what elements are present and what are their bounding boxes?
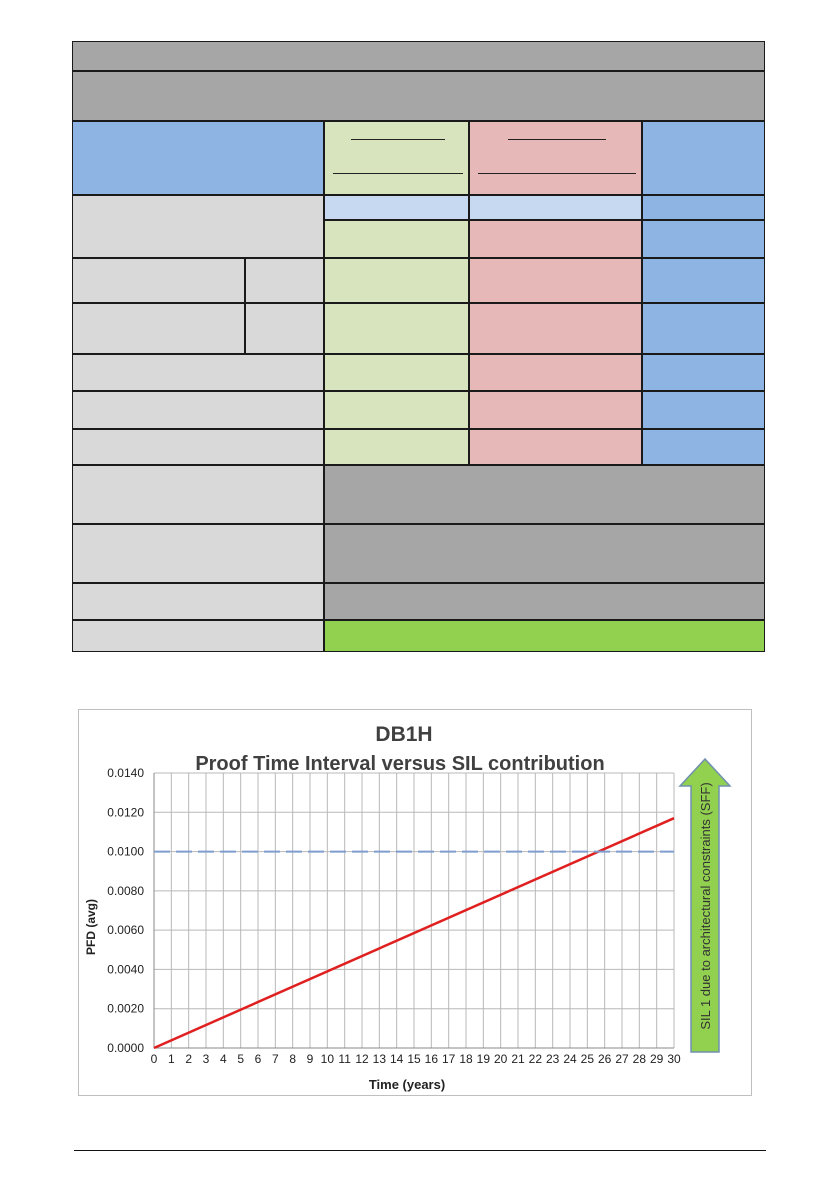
page-footer-rule (74, 1150, 766, 1151)
row-label (72, 258, 245, 303)
column-header-blue (642, 121, 765, 195)
x-tick-label: 23 (546, 1052, 560, 1066)
chart-title: DB1H (375, 723, 432, 746)
sil-annotation: SIL 1 due to architectural constraints (… (698, 782, 713, 1029)
y-tick-label: 0.0000 (107, 1041, 144, 1055)
x-tick-label: 3 (203, 1052, 210, 1066)
row-unit (245, 258, 324, 303)
x-tick-label: 24 (563, 1052, 577, 1066)
table-header-row-2 (72, 71, 765, 121)
table-cell (324, 429, 469, 465)
x-tick-label: 0 (151, 1052, 158, 1066)
column-header-label (72, 121, 324, 195)
x-tick-label: 6 (255, 1052, 262, 1066)
table-cell (642, 391, 765, 429)
x-tick-label: 27 (615, 1052, 629, 1066)
y-tick-label: 0.0060 (107, 923, 144, 937)
y-tick-label: 0.0120 (107, 805, 144, 819)
row-label (72, 195, 324, 258)
x-tick-label: 22 (529, 1052, 543, 1066)
up-arrow-icon (678, 757, 732, 1053)
header-underline (333, 173, 463, 174)
table-cell (324, 195, 469, 220)
x-tick-label: 14 (390, 1052, 404, 1066)
y-tick-label: 0.0100 (107, 845, 144, 859)
x-tick-label: 12 (355, 1052, 369, 1066)
x-tick-label: 18 (459, 1052, 473, 1066)
table-cell (324, 354, 469, 391)
x-tick-label: 15 (407, 1052, 421, 1066)
x-tick-label: 7 (272, 1052, 279, 1066)
x-tick-label: 17 (442, 1052, 456, 1066)
table-cell (469, 354, 642, 391)
row-label (72, 429, 324, 465)
x-tick-label: 29 (650, 1052, 664, 1066)
row-label (72, 620, 324, 652)
x-tick-label: 2 (185, 1052, 192, 1066)
x-tick-label: 13 (373, 1052, 387, 1066)
chart-svg: 0 1 2 3 4 5 6 7 8 9 10 11 12 13 14 15 16 17 18 19 20 21 22 23 24… (84, 723, 732, 1092)
row-unit (245, 303, 324, 354)
table-cell (469, 303, 642, 354)
x-tick-label: 26 (598, 1052, 612, 1066)
row-label (72, 583, 324, 620)
x-tick-label: 9 (307, 1052, 314, 1066)
table-cell (324, 391, 469, 429)
chart-subtitle: Proof Time Interval versus SIL contribut… (195, 753, 604, 775)
row-label (72, 524, 324, 583)
x-tick-label: 25 (581, 1052, 595, 1066)
x-axis-label: Time (years) (369, 1077, 445, 1092)
table-cell (642, 195, 765, 220)
row-label (72, 303, 245, 354)
table-cell (642, 354, 765, 391)
header-underline (351, 139, 445, 140)
table-cell (642, 303, 765, 354)
table-cell (469, 220, 642, 258)
x-tick-label: 20 (494, 1052, 508, 1066)
table-cell-merged (324, 524, 765, 583)
column-header-green (324, 121, 469, 195)
x-tick-label: 16 (425, 1052, 439, 1066)
chart-panel: 0 1 2 3 4 5 6 7 8 9 10 11 12 13 14 15 16 17 18 19 20 21 22 23 24… (78, 709, 752, 1096)
x-tick-label: 10 (321, 1052, 335, 1066)
header-underline (508, 139, 606, 140)
row-label (72, 465, 324, 524)
x-tick-label: 5 (237, 1052, 244, 1066)
row-label (72, 354, 324, 391)
series-line-pfd (153, 817, 675, 1050)
y-axis-label: PFD (avg) (84, 899, 98, 955)
y-tick-label: 0.0080 (107, 884, 144, 898)
table-cell (324, 258, 469, 303)
table-cell (469, 391, 642, 429)
table-cell-merged (324, 465, 765, 524)
x-tick-label: 30 (667, 1052, 681, 1066)
x-tick-label: 28 (633, 1052, 647, 1066)
x-tick-label: 19 (477, 1052, 491, 1066)
table-cell (324, 303, 469, 354)
row-label (72, 391, 324, 429)
x-tick-label: 1 (168, 1052, 175, 1066)
table-header-row-1 (72, 41, 765, 71)
header-underline (478, 173, 636, 174)
y-tick-label: 0.0020 (107, 1002, 144, 1016)
x-tick-label: 8 (289, 1052, 296, 1066)
y-tick-label: 0.0040 (107, 962, 144, 976)
table-cell (469, 429, 642, 465)
y-tick-label: 0.0140 (107, 766, 144, 780)
x-tick-label: 4 (220, 1052, 227, 1066)
x-tick-label: 21 (511, 1052, 525, 1066)
column-header-pink (469, 121, 642, 195)
table-cell (642, 220, 765, 258)
table-cell (324, 220, 469, 258)
table-cell-merged (324, 583, 765, 620)
table-cell (469, 195, 642, 220)
sil-arrow: SIL 1 due to architectural constraints (… (678, 757, 732, 1053)
table-cell (642, 429, 765, 465)
table-cell (642, 258, 765, 303)
result-cell (324, 620, 765, 652)
x-tick-label: 11 (338, 1052, 351, 1066)
table-cell (469, 258, 642, 303)
